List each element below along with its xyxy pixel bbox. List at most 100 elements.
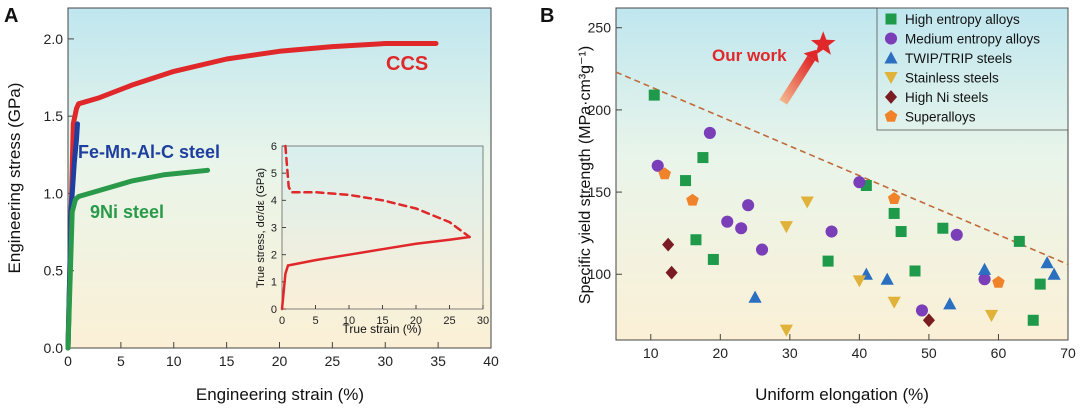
trend-line <box>615 71 1069 266</box>
panel-b-highlight <box>779 31 836 105</box>
legend-label: TWIP/TRIP steels <box>905 51 1012 66</box>
panel-b-axes: 10 20 30 40 50 60 70 100 150 200 250 <box>588 20 1076 361</box>
point-medium-entropy-alloys <box>978 273 991 286</box>
point-superalloys <box>887 192 901 204</box>
point-high-entropy-alloys <box>690 234 702 246</box>
point-medium-entropy-alloys <box>915 304 929 317</box>
x-tick-label: 35 <box>430 353 446 369</box>
x-tick-label: 20 <box>272 353 288 369</box>
point-stainless-steels <box>887 296 901 309</box>
x-tick-label: 50 <box>921 345 937 361</box>
x-tick-label: 70 <box>1060 345 1076 361</box>
point-high-entropy-alloys <box>860 180 872 192</box>
point-medium-entropy-alloys <box>742 199 755 212</box>
point-high-entropy-alloys <box>822 255 834 267</box>
label-our-work: Our work <box>712 46 787 65</box>
y-tick-label: 2.0 <box>44 31 64 47</box>
point-twip-trip-steels <box>880 272 894 285</box>
y-tick-label: 1.5 <box>44 108 64 124</box>
x-tick-label: 40 <box>483 353 499 369</box>
x-tick-label: 40 <box>852 345 868 361</box>
panel-a: 0 5 10 15 20 25 30 35 400.00.51.01.52.0 0 5 10 15 20… <box>4 5 499 404</box>
x-tick-label: 10 <box>643 345 659 361</box>
point-high-ni-steels <box>665 265 678 280</box>
point-medium-entropy-alloys <box>755 243 769 256</box>
label-fe-mn-al-c-steel: Fe-Mn-Al-C steel <box>78 142 220 162</box>
y-tick-label: 4 <box>271 195 277 207</box>
panel-b-plot-area <box>615 7 1069 341</box>
legend-marker <box>884 51 898 64</box>
x-tick-label: 30 <box>477 315 489 327</box>
panel-b-trend-line <box>615 71 1069 266</box>
panel-a-ylabel: Engineering stress (GPa) <box>5 83 24 274</box>
x-tick-label: 30 <box>377 353 393 369</box>
panel-b-points <box>648 89 1061 337</box>
y-tick-label: 3 <box>271 222 277 234</box>
point-medium-entropy-alloys <box>853 176 866 189</box>
x-tick-label: 20 <box>410 315 422 327</box>
panel-b-legend: High entropy alloys Medium entropy alloys… <box>876 7 1069 131</box>
point-medium-entropy-alloys <box>825 225 838 238</box>
x-tick-label: 25 <box>325 353 341 369</box>
point-medium-entropy-alloys <box>651 159 664 172</box>
y-tick-label: 6 <box>271 141 277 153</box>
point-high-entropy-alloys <box>1027 314 1039 326</box>
panel-b-xlabel: Uniform elongation (%) <box>755 385 929 404</box>
inset-series <box>280 144 471 311</box>
inset-line-work-hardening-rate <box>284 144 471 239</box>
point-high-entropy-alloys <box>707 253 719 265</box>
point-high-entropy-alloys <box>680 175 692 187</box>
point-superalloys <box>992 275 1005 288</box>
panel-a-axes: 0 5 10 15 20 25 30 35 400.00.51.01.52.0 <box>44 31 499 369</box>
x-tick-label: 5 <box>312 315 318 327</box>
x-tick-label: 0 <box>279 315 285 327</box>
inset-line-true-stress <box>280 235 471 311</box>
x-tick-label: 15 <box>376 315 388 327</box>
x-tick-label: 10 <box>166 353 182 369</box>
point-stainless-steels <box>984 309 999 322</box>
point-stainless-steels <box>800 196 814 209</box>
y-tick-label: 0.0 <box>44 340 64 356</box>
y-tick-label: 0 <box>271 304 277 316</box>
panel-a-inset: 0 5 10 15 20 25 30 0 1 2 3 4 5 6 <box>271 141 489 327</box>
point-stainless-steels <box>779 324 793 337</box>
panel-a-series <box>65 41 439 351</box>
legend-marker <box>884 32 898 45</box>
point-twip-trip-steels <box>1047 267 1061 280</box>
legend-marker <box>884 72 898 85</box>
x-tick-label: 25 <box>443 315 455 327</box>
inset-plot-area <box>281 145 484 310</box>
point-high-entropy-alloys <box>937 222 949 234</box>
x-tick-label: 0 <box>64 353 72 369</box>
point-high-entropy-alloys <box>888 207 900 219</box>
point-high-entropy-alloys <box>895 226 907 238</box>
panel-b: 10 20 30 40 50 60 70 100 150 200 250 High entropy … <box>540 5 1076 404</box>
panel-b-ylabel: Specific yield strength (MPa·cm³g⁻¹) <box>577 46 594 304</box>
panel-label-a: A <box>4 5 18 27</box>
legend-label: High Ni steels <box>905 90 989 105</box>
legend-marker <box>885 13 897 25</box>
point-twip-trip-steels <box>977 262 992 275</box>
x-tick-label: 30 <box>782 345 798 361</box>
point-high-entropy-alloys <box>697 152 709 164</box>
legend-label: High entropy alloys <box>905 12 1020 27</box>
x-tick-label: 5 <box>117 353 125 369</box>
point-twip-trip-steels <box>748 290 762 303</box>
point-stainless-steels <box>779 221 793 234</box>
point-twip-trip-steels <box>943 297 957 310</box>
point-medium-entropy-alloys <box>950 228 963 241</box>
x-tick-label: 15 <box>219 353 235 369</box>
x-tick-label: 60 <box>991 345 1007 361</box>
point-superalloys <box>686 193 699 206</box>
point-medium-entropy-alloys <box>703 126 716 139</box>
y-tick-label: 1 <box>271 277 277 289</box>
panel-label-b: B <box>540 5 554 27</box>
y-tick-label: 150 <box>588 184 612 200</box>
y-tick-label: 2 <box>271 250 277 262</box>
point-medium-entropy-alloys <box>735 222 748 235</box>
series-line-ccs <box>65 41 439 351</box>
y-tick-label: 200 <box>588 102 612 118</box>
point-high-entropy-alloys <box>909 265 921 277</box>
x-tick-label: 10 <box>343 315 355 327</box>
